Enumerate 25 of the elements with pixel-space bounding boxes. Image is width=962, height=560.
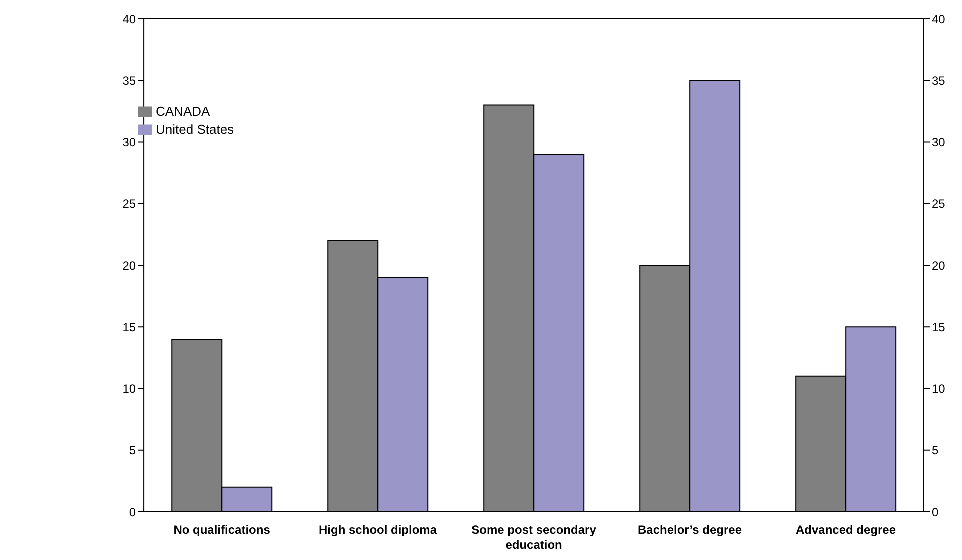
legend-label: United States	[156, 122, 234, 137]
y-tick-label: 25	[122, 197, 136, 212]
y2-tick-label: 0	[932, 505, 939, 520]
x-tick-label: High school diploma	[319, 523, 438, 537]
y-tick-label: 40	[122, 12, 136, 26]
legend-label: CANADA	[156, 104, 210, 119]
y2-tick-label: 5	[932, 444, 939, 458]
x-tick-label: Some post secondary education	[472, 523, 597, 552]
y-tick-label: 5	[129, 444, 136, 458]
y2-tick-label: 40	[932, 12, 946, 26]
y-tick-label: 30	[122, 136, 136, 150]
y2-tick-label: 30	[932, 136, 946, 150]
y2-tick-label: 20	[932, 258, 946, 273]
y-tick-label: 0	[129, 505, 136, 520]
x-tick-label: No qualifications	[174, 523, 271, 537]
y-tick-label: 10	[122, 382, 136, 396]
y2-tick-label: 25	[932, 197, 946, 212]
y2-tick-label: 10	[932, 382, 946, 396]
y2-tick-label: 35	[932, 74, 946, 88]
x-tick-label: Advanced degree	[796, 523, 896, 537]
y-tick-label: 35	[122, 74, 136, 88]
y-tick-label: 15	[122, 320, 136, 334]
x-tick-label: Bachelor’s degree	[638, 523, 742, 537]
y2-tick-label: 15	[932, 320, 946, 334]
y-tick-label: 20	[122, 258, 136, 273]
